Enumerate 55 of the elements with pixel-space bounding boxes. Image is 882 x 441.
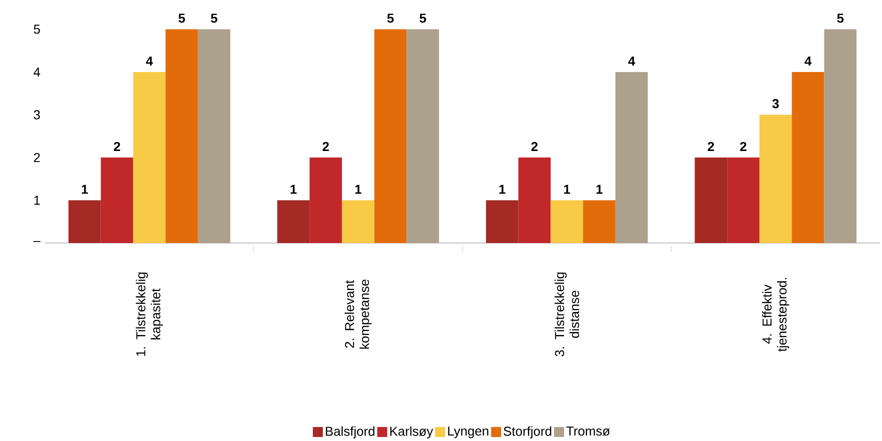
bar [277,200,310,243]
legend-label: Lyngen [448,426,488,438]
bar [166,29,198,243]
bar [727,158,760,243]
bar [759,114,792,243]
data-label: 1 [596,184,602,194]
data-label: 1 [499,184,506,194]
data-label: 4 [628,56,636,66]
bar [310,158,342,243]
x-tick-label: 1. Tilstrekkelig kapasitet [136,272,163,356]
y-tick-label: 4 [34,68,40,76]
y-tick-label: 2 [34,152,40,162]
bar [374,29,407,243]
bar [824,29,857,243]
data-label: 1 [290,184,297,194]
legend-label: Tromsø [566,426,610,436]
bar [792,72,824,243]
data-label: 5 [420,14,426,23]
y-tick-label: 1 [34,196,40,205]
data-label: 2 [708,142,714,151]
y-tick-label: – [33,241,40,242]
bar [406,29,440,243]
bar [198,29,230,243]
legend-label: Balsfjord [326,426,374,438]
bar [486,200,518,243]
bar [583,200,616,243]
data-label: 1 [355,184,362,194]
bar [133,72,166,243]
bar [518,158,551,243]
bar [100,158,134,243]
x-tick-label: 4. Effektiv tjenesteprod. [762,278,790,352]
y-tick-label: 3 [34,110,40,120]
data-label: 1 [564,184,570,194]
data-label: 5 [387,14,394,23]
data-label: 4 [804,56,812,66]
bar [68,200,101,243]
data-label: 1 [82,184,88,194]
y-tick-label: 5 [34,24,40,34]
data-label: 2 [114,142,120,151]
x-tick-label: 3. Tilstrekkelig distanse [554,272,580,356]
legend-label: Karlsøy [390,426,434,438]
bar [694,158,728,243]
data-label: 3 [772,99,779,108]
bar [550,200,584,243]
data-label: 5 [210,14,218,23]
data-label: 2 [740,142,746,151]
x-tick-label: 2. Relevant kompetanse [344,280,372,349]
data-label: 2 [322,142,329,151]
legend-label: Storfjord [504,426,552,438]
bar [615,72,648,243]
data-label: 2 [531,142,538,151]
data-label: 5 [178,14,185,23]
bar [342,200,374,243]
data-label: 5 [837,14,844,23]
data-label: 4 [146,56,153,66]
